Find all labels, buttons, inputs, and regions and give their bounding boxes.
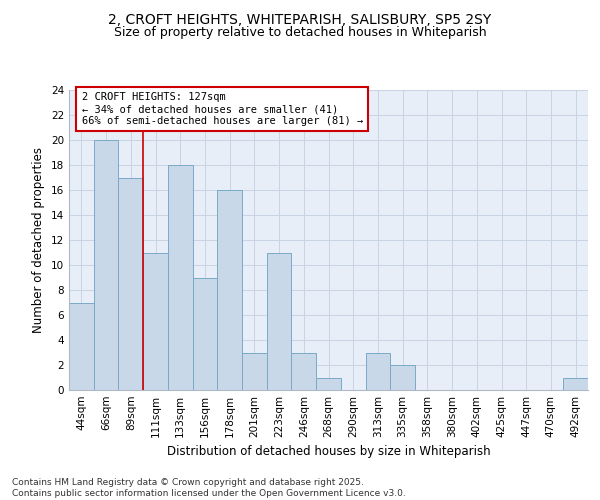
Bar [563, 378, 588, 390]
Bar [94, 140, 118, 390]
Y-axis label: Number of detached properties: Number of detached properties [32, 147, 46, 333]
Bar [267, 252, 292, 390]
Bar [242, 352, 267, 390]
Bar [365, 352, 390, 390]
Bar [390, 365, 415, 390]
Bar [69, 302, 94, 390]
Bar [217, 190, 242, 390]
Bar [143, 252, 168, 390]
Bar [168, 165, 193, 390]
X-axis label: Distribution of detached houses by size in Whiteparish: Distribution of detached houses by size … [167, 446, 490, 458]
Text: Contains HM Land Registry data © Crown copyright and database right 2025.
Contai: Contains HM Land Registry data © Crown c… [12, 478, 406, 498]
Text: Size of property relative to detached houses in Whiteparish: Size of property relative to detached ho… [113, 26, 487, 39]
Bar [316, 378, 341, 390]
Text: 2, CROFT HEIGHTS, WHITEPARISH, SALISBURY, SP5 2SY: 2, CROFT HEIGHTS, WHITEPARISH, SALISBURY… [109, 12, 491, 26]
Bar [193, 278, 217, 390]
Text: 2 CROFT HEIGHTS: 127sqm
← 34% of detached houses are smaller (41)
66% of semi-de: 2 CROFT HEIGHTS: 127sqm ← 34% of detache… [82, 92, 363, 126]
Bar [292, 352, 316, 390]
Bar [118, 178, 143, 390]
